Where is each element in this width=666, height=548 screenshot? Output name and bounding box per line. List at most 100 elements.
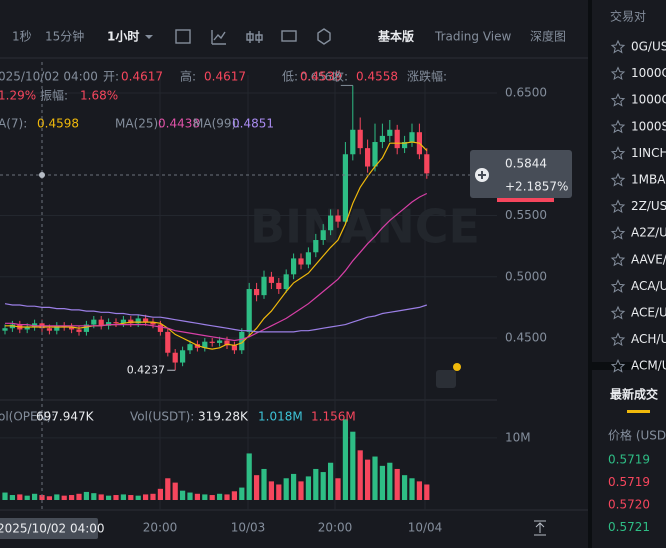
star-icon[interactable]	[610, 146, 626, 160]
dropdown-icon[interactable]	[145, 35, 153, 39]
candle-body	[224, 340, 230, 346]
interval[interactable]: 1秒	[12, 30, 32, 44]
candle-body	[202, 341, 208, 348]
icon[interactable]	[281, 30, 297, 42]
view-tab[interactable]: Trading View	[434, 30, 512, 44]
vol-value: 1.156M	[311, 410, 356, 424]
view-tab[interactable]: 深度图	[530, 29, 566, 44]
candle-body	[365, 148, 371, 167]
pair-name[interactable]: 1000S	[631, 119, 666, 133]
star-icon[interactable]	[610, 279, 626, 293]
candle-body	[387, 129, 393, 136]
pairs-panel	[592, 0, 666, 362]
icon[interactable]	[175, 29, 191, 44]
star-icon[interactable]	[610, 172, 626, 187]
icon[interactable]	[246, 31, 263, 43]
star-icon[interactable]	[610, 332, 626, 347]
star-icon[interactable]	[610, 225, 626, 240]
star-icon[interactable]	[610, 92, 626, 107]
volume-bar	[165, 478, 171, 500]
scale-icon[interactable]	[534, 520, 546, 536]
trade-price: 0.5720	[608, 498, 650, 512]
volume-bar	[387, 462, 393, 500]
price-tooltip	[470, 150, 572, 198]
tool-button[interactable]	[436, 370, 456, 388]
candle-body	[69, 327, 75, 330]
candle-body	[83, 324, 89, 332]
trades-title[interactable]: 最新成交	[610, 387, 658, 402]
pair-name[interactable]: 1000C	[631, 93, 666, 107]
candle-body	[350, 129, 356, 155]
volume-bar	[46, 496, 52, 500]
volume-bar	[120, 494, 126, 500]
candle-body	[424, 154, 430, 174]
info-label: 收:	[332, 70, 348, 84]
candle-body	[157, 324, 163, 332]
x-tick-label: 10/04	[408, 521, 443, 535]
ma-label: A(7):	[0, 117, 27, 131]
star-icon[interactable]	[610, 39, 626, 54]
star-icon[interactable]	[610, 119, 626, 134]
volume-bar	[143, 494, 149, 500]
candle-body	[120, 319, 126, 324]
icon[interactable]	[317, 28, 331, 45]
volume-bar	[365, 459, 371, 500]
candle-body	[283, 274, 289, 290]
trade-price: 0.5719	[608, 475, 650, 489]
interval[interactable]: 15分钟	[45, 29, 84, 44]
pair-name[interactable]: 1INCH	[631, 146, 666, 160]
marks: 0.6500 0.5500 0.5000 0.4500 10M 0.6562 0.4237	[0, 70, 547, 500]
volume-bar	[106, 495, 112, 500]
volume-bar	[209, 495, 215, 500]
pair-name[interactable]: AAVE/	[631, 252, 666, 266]
pair-name[interactable]: 1000C	[631, 66, 666, 80]
x-tick-label: 10/03	[231, 521, 266, 535]
candle-body	[2, 328, 8, 331]
candle-body	[209, 341, 215, 343]
volume-bar	[76, 493, 82, 500]
volume-bar	[283, 478, 289, 500]
candle-body	[246, 289, 252, 332]
volume-bar	[54, 494, 60, 500]
crosshair-time-box	[0, 518, 98, 539]
candle-body	[261, 276, 267, 296]
star-icon[interactable]	[610, 199, 626, 214]
volume-bar	[180, 490, 186, 500]
view-tab[interactable]: 基本版	[377, 29, 414, 44]
pair-name[interactable]: ACE/U	[631, 306, 666, 320]
volume-bar	[298, 481, 304, 500]
candle-body	[46, 328, 52, 331]
star-icon[interactable]	[610, 358, 626, 373]
candle-body	[342, 154, 348, 222]
pair-name[interactable]: 1MBA	[631, 173, 666, 187]
candle-body	[276, 282, 282, 290]
candle-body	[298, 258, 304, 265]
volume-bar	[350, 431, 356, 500]
pair-name[interactable]: 2Z/US	[631, 199, 666, 213]
candle-body	[135, 318, 141, 324]
volume-bar	[98, 494, 104, 500]
volume-bar	[32, 493, 38, 500]
last-price-tag	[497, 198, 554, 202]
volume-bar	[172, 482, 178, 500]
pair-name[interactable]: A2Z/U	[631, 226, 666, 240]
pair-name[interactable]: ACM/U	[631, 359, 666, 373]
star-icon[interactable]	[610, 66, 626, 81]
icon[interactable]	[211, 30, 226, 45]
info-label: 开:	[103, 70, 119, 84]
y2-tick-label: 10M	[505, 430, 531, 444]
interval-active[interactable]: 1小时	[107, 29, 139, 44]
volume-bar	[69, 495, 75, 500]
pair-name[interactable]: ACA/U	[631, 279, 666, 293]
candle-body	[150, 322, 156, 325]
pair-name[interactable]: ACH/U	[631, 332, 666, 346]
candle-body	[291, 258, 297, 275]
candle-body	[231, 345, 237, 351]
pair-name[interactable]: 0G/US	[631, 40, 666, 54]
pairs-title: 交易对	[610, 9, 646, 24]
star-icon[interactable]	[610, 305, 626, 320]
ma-line	[5, 192, 428, 342]
star-icon[interactable]	[610, 252, 626, 267]
candle-body	[217, 340, 223, 343]
